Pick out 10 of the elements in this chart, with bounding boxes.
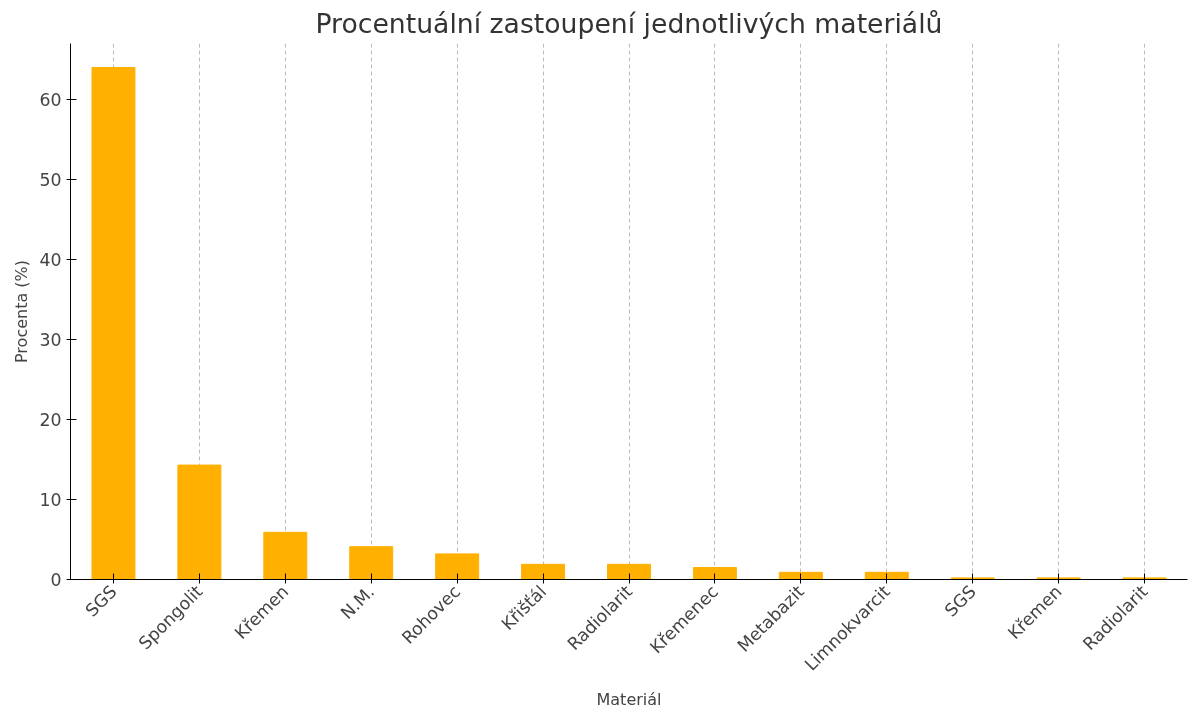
y-tick-label: 60 — [39, 90, 62, 110]
y-axis-title: Procenta (%) — [12, 259, 32, 364]
x-axis-title: Materiál — [596, 689, 662, 709]
y-tick-label: 40 — [39, 250, 62, 270]
y-tick-label: 0 — [50, 570, 62, 590]
y-tick-label: 50 — [39, 170, 62, 190]
y-tick-label: 20 — [39, 410, 62, 430]
y-tick-label: 30 — [39, 330, 62, 350]
chart-title: Procentuální zastoupení jednotlivých materiálů — [315, 7, 943, 39]
y-tick-label: 10 — [39, 490, 62, 510]
